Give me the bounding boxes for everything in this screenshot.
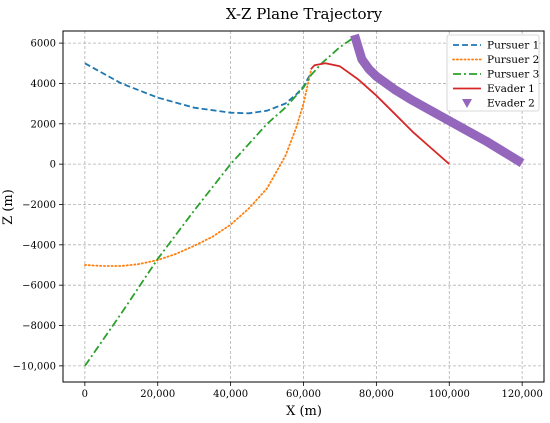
series-line-3 <box>84 36 356 367</box>
y-tick-label: −4000 <box>22 240 56 251</box>
legend-label-1: Pursuer 1 <box>487 40 539 52</box>
legend-label-2: Pursuer 2 <box>487 54 539 66</box>
y-tick-label: −8000 <box>22 321 56 332</box>
legend-label-3: Pursuer 3 <box>487 69 539 81</box>
series-line-5 <box>350 33 525 167</box>
chart-title: X-Z Plane Trajectory <box>226 5 383 23</box>
x-tick-label: 20,000 <box>140 389 175 400</box>
series-layer <box>84 33 525 367</box>
x-tick-label: 80,000 <box>359 389 394 400</box>
y-tick-label: 0 <box>50 160 56 171</box>
y-tick-label: 4000 <box>31 79 56 90</box>
x-tick-label: 60,000 <box>286 389 321 400</box>
x-tick-label: 40,000 <box>213 389 248 400</box>
legend-marker-5 <box>462 99 472 108</box>
y-tick-label: 2000 <box>31 119 56 130</box>
legend: Pursuer 1 Pursuer 2 Pursuer 3 Evader 1 Evade… <box>446 34 540 112</box>
legend-label-4: Evader 1 <box>487 83 535 95</box>
x-tick-label: 0 <box>82 389 88 400</box>
series-line-4 <box>310 62 450 165</box>
y-tick-label: −6000 <box>22 281 56 292</box>
y-tick-label: −2000 <box>22 200 56 211</box>
legend-box <box>446 34 540 112</box>
x-tick-label: 120,000 <box>501 389 542 400</box>
y-tick-label: −10,000 <box>13 361 56 372</box>
x-axis-title: X (m) <box>286 404 322 419</box>
x-tick-label: 100,000 <box>429 389 470 400</box>
series-line-2 <box>84 70 312 267</box>
ticks: 0 20,000 40,000 60,000 80,000 100,000 120,000 −… <box>13 39 543 400</box>
legend-label-5: Evader 2 <box>487 98 535 110</box>
y-tick-label: 6000 <box>31 39 56 50</box>
y-axis-title: Z (m) <box>1 189 16 225</box>
